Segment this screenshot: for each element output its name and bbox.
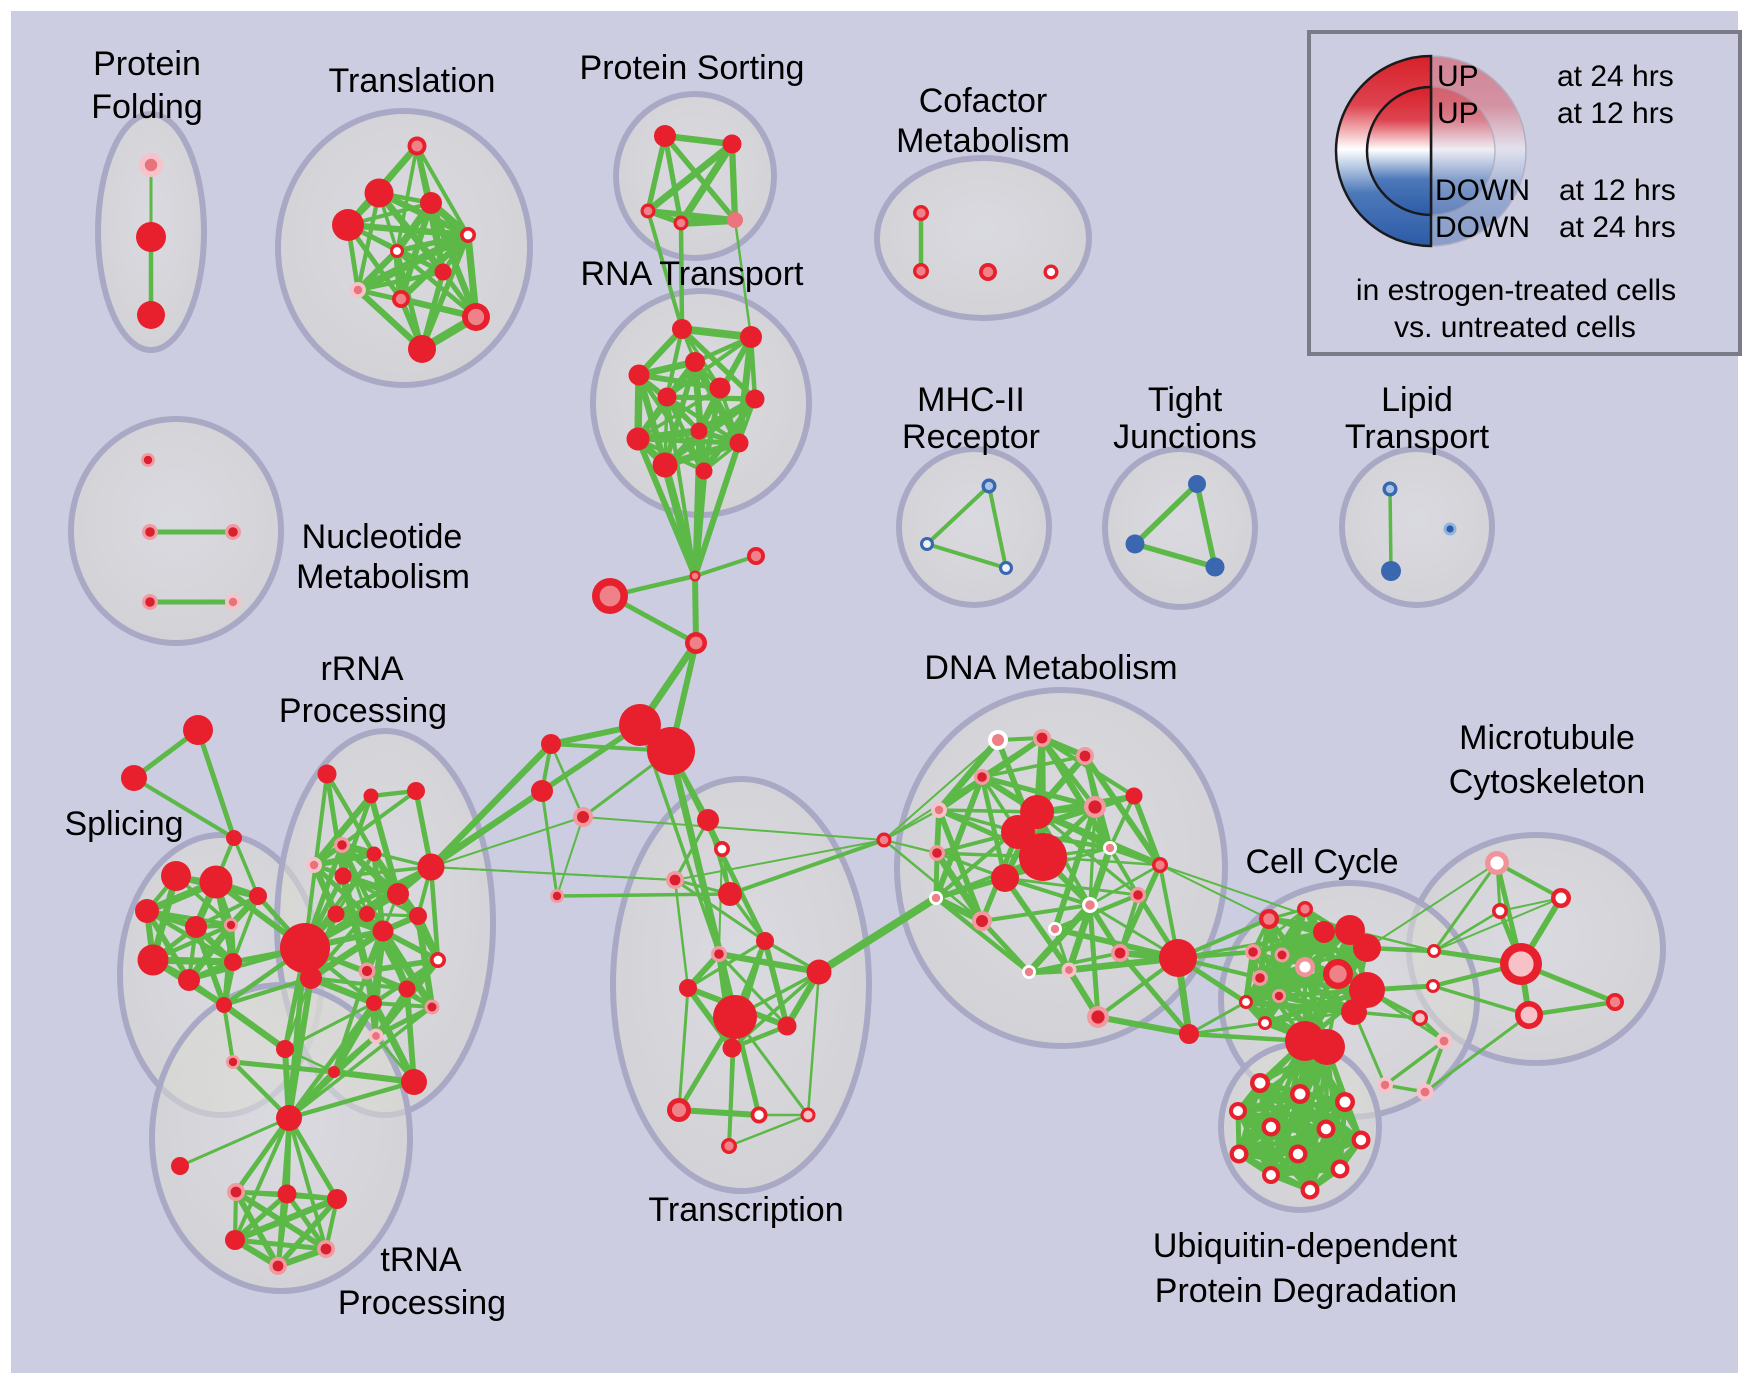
svg-text:Cofactor: Cofactor [919,82,1048,120]
svg-text:Protein Sorting: Protein Sorting [580,49,805,87]
svg-text:UP: UP [1437,60,1479,93]
svg-text:Protein: Protein [93,45,201,83]
svg-text:Metabolism: Metabolism [296,558,470,596]
svg-text:rRNA: rRNA [320,650,403,688]
svg-text:Ubiquitin-dependent: Ubiquitin-dependent [1153,1227,1458,1265]
svg-text:Processing: Processing [279,692,447,730]
svg-text:Junctions: Junctions [1113,418,1257,456]
svg-text:Processing: Processing [338,1284,506,1322]
svg-text:at 24 hrs: at 24 hrs [1557,60,1674,93]
svg-text:DOWN: DOWN [1435,211,1530,244]
svg-text:MHC-II: MHC-II [917,381,1025,419]
svg-text:Cytoskeleton: Cytoskeleton [1449,763,1646,801]
svg-text:Folding: Folding [91,88,203,126]
svg-text:Cell Cycle: Cell Cycle [1245,843,1398,881]
svg-text:Translation: Translation [329,62,496,100]
svg-text:in estrogen-treated cells: in estrogen-treated cells [1356,274,1676,307]
svg-text:Transport: Transport [1345,418,1490,456]
svg-text:Metabolism: Metabolism [896,122,1070,160]
svg-text:Microtubule: Microtubule [1459,719,1635,757]
svg-text:Splicing: Splicing [64,805,183,843]
svg-text:UP: UP [1437,97,1479,130]
svg-text:Tight: Tight [1148,381,1223,419]
svg-text:Receptor: Receptor [902,418,1040,456]
svg-text:tRNA: tRNA [380,1241,462,1279]
svg-text:Lipid: Lipid [1381,381,1453,419]
svg-text:vs. untreated cells: vs. untreated cells [1394,311,1636,344]
svg-text:at 12 hrs: at 12 hrs [1557,97,1674,130]
svg-text:at 24 hrs: at 24 hrs [1559,211,1676,244]
svg-text:DNA Metabolism: DNA Metabolism [924,649,1177,687]
svg-text:RNA Transport: RNA Transport [581,255,805,293]
svg-text:DOWN: DOWN [1435,174,1530,207]
svg-text:Nucleotide: Nucleotide [302,518,463,556]
svg-text:Transcription: Transcription [648,1191,843,1229]
svg-text:Protein Degradation: Protein Degradation [1155,1272,1457,1310]
svg-text:at 12 hrs: at 12 hrs [1559,174,1676,207]
